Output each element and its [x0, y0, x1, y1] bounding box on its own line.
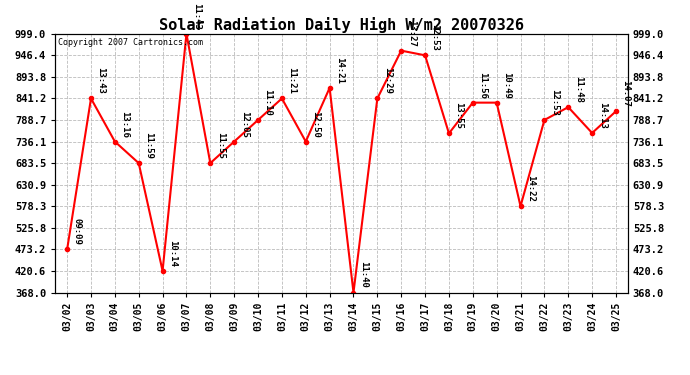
Text: 10:49: 10:49 — [502, 72, 511, 99]
Text: 12:05: 12:05 — [239, 111, 248, 137]
Text: 11:56: 11:56 — [478, 72, 487, 99]
Text: 11:10: 11:10 — [264, 89, 273, 116]
Text: 10:14: 10:14 — [168, 240, 177, 267]
Text: 12:29: 12:29 — [383, 68, 392, 94]
Text: 14:21: 14:21 — [335, 57, 344, 84]
Text: 12:53: 12:53 — [431, 24, 440, 51]
Text: 11:43: 11:43 — [192, 3, 201, 30]
Text: 12:53: 12:53 — [550, 89, 559, 116]
Text: Copyright 2007 Cartronics.com: Copyright 2007 Cartronics.com — [58, 38, 203, 46]
Text: 11:48: 11:48 — [574, 76, 583, 103]
Text: 11:55: 11:55 — [216, 132, 225, 159]
Text: 13:55: 13:55 — [455, 102, 464, 129]
Text: 14:13: 14:13 — [598, 102, 607, 129]
Title: Solar Radiation Daily High W/m2 20070326: Solar Radiation Daily High W/m2 20070326 — [159, 16, 524, 33]
Text: 11:21: 11:21 — [288, 68, 297, 94]
Text: 12:50: 12:50 — [311, 111, 320, 137]
Text: 13:27: 13:27 — [407, 20, 416, 46]
Text: 14:07: 14:07 — [622, 80, 631, 107]
Text: 09:09: 09:09 — [72, 218, 81, 245]
Text: 14:22: 14:22 — [526, 175, 535, 202]
Text: 13:43: 13:43 — [97, 68, 106, 94]
Text: 11:40: 11:40 — [359, 261, 368, 288]
Text: 11:59: 11:59 — [144, 132, 153, 159]
Text: 13:16: 13:16 — [121, 111, 130, 137]
